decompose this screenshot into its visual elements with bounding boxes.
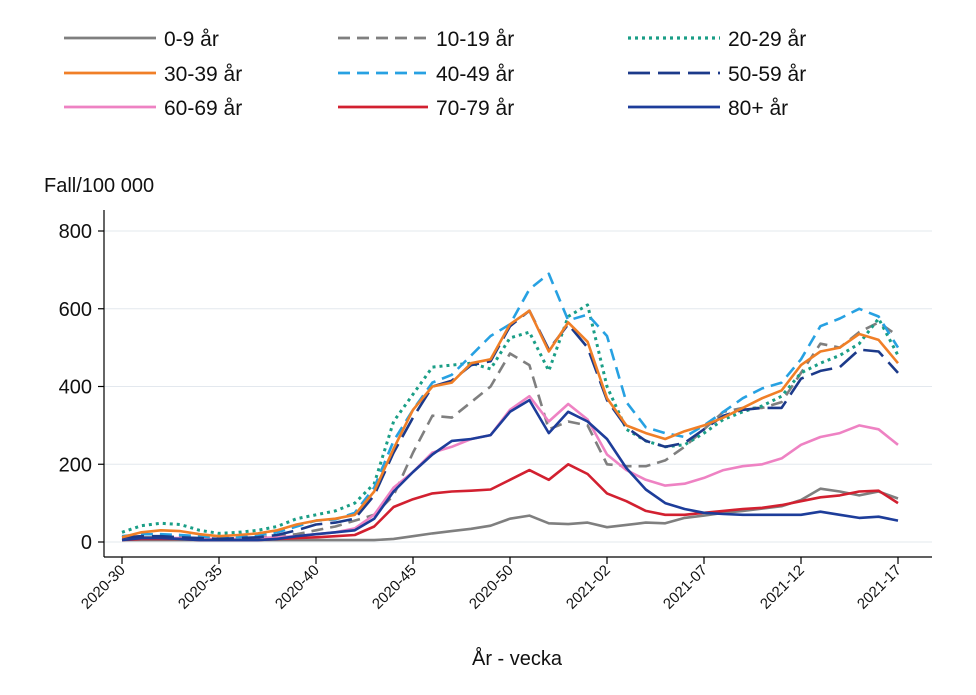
legend-label-1: 0-9 år [164,28,219,51]
x-tick-label-2021-12: 2021-12 [757,562,808,613]
x-axis-ticks: 2020-30 2020-35 2020-40 2020-45 2020-50 2021-… [78,557,905,613]
legend-label-7: 60-69 år [164,97,242,120]
series-line-7079r [121,462,899,542]
x-tick-label-2021-17: 2021-17 [854,562,905,613]
legend-label-2: 10-19 år [436,28,514,51]
legend-label-8: 70-79 år [436,97,514,120]
x-tick-label-2020-40: 2020-40 [272,562,323,613]
y-axis-title: Fall/100 000 [44,175,154,197]
series-lines [121,272,900,542]
x-axis-title: År - vecka [472,647,563,670]
legend: 0-9 år 10-19 år 20-29 år 30-39 år 40-49 år 50… [64,28,806,120]
legend-label-3: 20-29 år [728,28,806,51]
legend-label-9: 80+ år [728,97,788,120]
x-tick-label-2020-45: 2020-45 [369,562,420,613]
y-tick-label-400: 400 [59,377,92,399]
x-tick-label-2021-07: 2021-07 [660,562,711,613]
series-line-1019r [121,321,899,541]
y-tick-label-600: 600 [59,299,92,321]
x-tick-label-2020-30: 2020-30 [78,562,129,613]
legend-label-4: 30-39 år [164,63,242,86]
x-tick-label-2021-02: 2021-02 [563,562,614,613]
x-tick-label-2020-50: 2020-50 [466,562,517,613]
series-line-80+r [121,398,899,542]
series-line-2029r [121,303,900,535]
legend-label-5: 40-49 år [436,63,514,86]
y-tick-label-800: 800 [59,221,92,243]
x-tick-label-2020-35: 2020-35 [175,562,226,613]
gridlines [104,230,932,543]
y-tick-label-200: 200 [59,454,92,476]
legend-label-6: 50-59 år [728,63,806,86]
y-tick-label-0: 0 [81,532,92,554]
y-axis-ticks: 0 200 400 600 800 [59,221,104,554]
series-line-3039r [121,309,899,539]
